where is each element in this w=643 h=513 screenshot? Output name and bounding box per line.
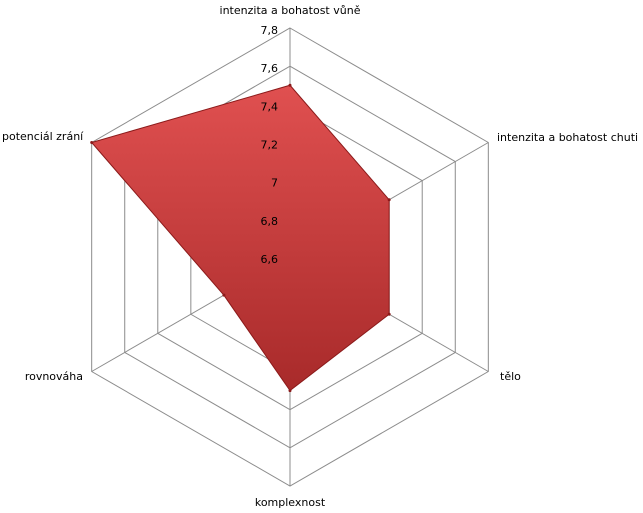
- radar-vertex: [222, 293, 226, 297]
- r-tick-label: 7,8: [261, 24, 279, 37]
- r-tick-label: 6,6: [261, 253, 279, 266]
- radar-vertex: [387, 198, 391, 202]
- category-label: intenzita a bohatost chuti: [497, 131, 638, 144]
- radar-area: [90, 84, 390, 392]
- category-label: potenciál zrání: [2, 130, 84, 143]
- category-label: rovnováha: [25, 370, 83, 383]
- r-tick-label: 7,6: [261, 62, 279, 75]
- category-label: intenzita a bohatost vůně: [220, 4, 361, 17]
- r-tick-label: 7: [271, 177, 278, 190]
- radar-vertex: [90, 141, 94, 144]
- radar-vertex: [288, 389, 292, 393]
- r-tick-label: 7,2: [261, 139, 279, 152]
- radar-vertex: [387, 312, 391, 316]
- category-label: tělo: [500, 370, 521, 383]
- r-tick-label: 6,8: [261, 215, 279, 228]
- category-label: komplexnost: [255, 496, 326, 509]
- r-tick-label: 7,4: [261, 100, 279, 113]
- radar-vertex: [288, 83, 292, 87]
